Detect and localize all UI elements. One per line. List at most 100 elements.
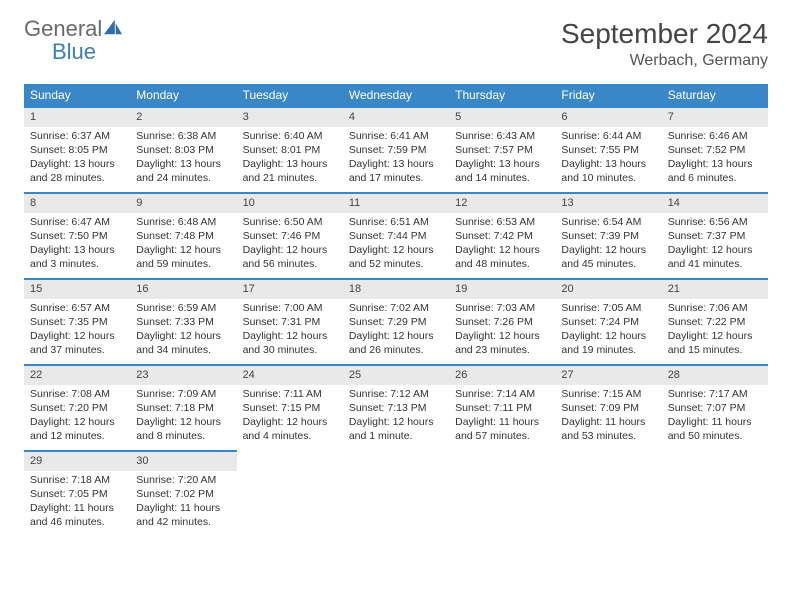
sunset-text: Sunset: 7:29 PM [349, 315, 443, 329]
calendar-cell: 20Sunrise: 7:05 AMSunset: 7:24 PMDayligh… [555, 279, 661, 365]
calendar-cell: 16Sunrise: 6:59 AMSunset: 7:33 PMDayligh… [130, 279, 236, 365]
day-body: Sunrise: 7:00 AMSunset: 7:31 PMDaylight:… [237, 299, 343, 362]
day-body: Sunrise: 7:20 AMSunset: 7:02 PMDaylight:… [130, 471, 236, 534]
day-body: Sunrise: 7:18 AMSunset: 7:05 PMDaylight:… [24, 471, 130, 534]
calendar-cell: 1Sunrise: 6:37 AMSunset: 8:05 PMDaylight… [24, 107, 130, 193]
daylight-text: Daylight: 11 hours and 46 minutes. [30, 501, 124, 529]
weekday-header: Monday [130, 84, 236, 107]
calendar-cell: 6Sunrise: 6:44 AMSunset: 7:55 PMDaylight… [555, 107, 661, 193]
day-number: 4 [343, 107, 449, 127]
daylight-text: Daylight: 12 hours and 59 minutes. [136, 243, 230, 271]
sunset-text: Sunset: 7:31 PM [243, 315, 337, 329]
sunrise-text: Sunrise: 7:05 AM [561, 301, 655, 315]
day-body: Sunrise: 6:48 AMSunset: 7:48 PMDaylight:… [130, 213, 236, 276]
brand-text: General Blue [24, 18, 124, 64]
calendar-cell: 8Sunrise: 6:47 AMSunset: 7:50 PMDaylight… [24, 193, 130, 279]
day-body: Sunrise: 7:17 AMSunset: 7:07 PMDaylight:… [662, 385, 768, 448]
day-number: 26 [449, 365, 555, 385]
brand-logo: General Blue [24, 18, 124, 64]
sunrise-text: Sunrise: 6:50 AM [243, 215, 337, 229]
daylight-text: Daylight: 13 hours and 17 minutes. [349, 157, 443, 185]
weekday-header: Friday [555, 84, 661, 107]
sunrise-text: Sunrise: 7:17 AM [668, 387, 762, 401]
calendar-table: Sunday Monday Tuesday Wednesday Thursday… [24, 84, 768, 537]
location-label: Werbach, Germany [561, 52, 768, 70]
brand-blue: Blue [52, 39, 96, 64]
sunrise-text: Sunrise: 6:38 AM [136, 129, 230, 143]
day-body: Sunrise: 7:08 AMSunset: 7:20 PMDaylight:… [24, 385, 130, 448]
sunrise-text: Sunrise: 7:15 AM [561, 387, 655, 401]
daylight-text: Daylight: 12 hours and 23 minutes. [455, 329, 549, 357]
day-number: 15 [24, 279, 130, 299]
weekday-header: Wednesday [343, 84, 449, 107]
day-body: Sunrise: 7:15 AMSunset: 7:09 PMDaylight:… [555, 385, 661, 448]
month-title: September 2024 [561, 18, 768, 50]
daylight-text: Daylight: 13 hours and 10 minutes. [561, 157, 655, 185]
sunrise-text: Sunrise: 6:43 AM [455, 129, 549, 143]
sunset-text: Sunset: 7:15 PM [243, 401, 337, 415]
daylight-text: Daylight: 12 hours and 26 minutes. [349, 329, 443, 357]
sunrise-text: Sunrise: 7:02 AM [349, 301, 443, 315]
sunset-text: Sunset: 7:48 PM [136, 229, 230, 243]
day-body: Sunrise: 7:12 AMSunset: 7:13 PMDaylight:… [343, 385, 449, 448]
calendar-cell: 3Sunrise: 6:40 AMSunset: 8:01 PMDaylight… [237, 107, 343, 193]
calendar-week-row: 1Sunrise: 6:37 AMSunset: 8:05 PMDaylight… [24, 107, 768, 193]
day-number: 22 [24, 365, 130, 385]
weekday-header: Saturday [662, 84, 768, 107]
sunrise-text: Sunrise: 7:11 AM [243, 387, 337, 401]
calendar-cell [662, 451, 768, 537]
calendar-cell: 2Sunrise: 6:38 AMSunset: 8:03 PMDaylight… [130, 107, 236, 193]
day-number: 2 [130, 107, 236, 127]
daylight-text: Daylight: 12 hours and 56 minutes. [243, 243, 337, 271]
day-number: 25 [343, 365, 449, 385]
daylight-text: Daylight: 12 hours and 30 minutes. [243, 329, 337, 357]
daylight-text: Daylight: 12 hours and 34 minutes. [136, 329, 230, 357]
calendar-cell: 4Sunrise: 6:41 AMSunset: 7:59 PMDaylight… [343, 107, 449, 193]
title-block: September 2024 Werbach, Germany [561, 18, 768, 70]
sunset-text: Sunset: 7:46 PM [243, 229, 337, 243]
day-number: 3 [237, 107, 343, 127]
calendar-cell: 9Sunrise: 6:48 AMSunset: 7:48 PMDaylight… [130, 193, 236, 279]
calendar-cell: 11Sunrise: 6:51 AMSunset: 7:44 PMDayligh… [343, 193, 449, 279]
calendar-cell: 13Sunrise: 6:54 AMSunset: 7:39 PMDayligh… [555, 193, 661, 279]
day-body: Sunrise: 7:02 AMSunset: 7:29 PMDaylight:… [343, 299, 449, 362]
daylight-text: Daylight: 12 hours and 19 minutes. [561, 329, 655, 357]
calendar-cell: 7Sunrise: 6:46 AMSunset: 7:52 PMDaylight… [662, 107, 768, 193]
calendar-cell: 25Sunrise: 7:12 AMSunset: 7:13 PMDayligh… [343, 365, 449, 451]
sunrise-text: Sunrise: 6:57 AM [30, 301, 124, 315]
calendar-cell [237, 451, 343, 537]
calendar-cell [449, 451, 555, 537]
sunrise-text: Sunrise: 6:51 AM [349, 215, 443, 229]
day-number: 24 [237, 365, 343, 385]
day-body: Sunrise: 6:54 AMSunset: 7:39 PMDaylight:… [555, 213, 661, 276]
daylight-text: Daylight: 11 hours and 42 minutes. [136, 501, 230, 529]
day-body: Sunrise: 7:05 AMSunset: 7:24 PMDaylight:… [555, 299, 661, 362]
sunset-text: Sunset: 7:07 PM [668, 401, 762, 415]
weekday-header: Sunday [24, 84, 130, 107]
calendar-week-row: 8Sunrise: 6:47 AMSunset: 7:50 PMDaylight… [24, 193, 768, 279]
sunrise-text: Sunrise: 6:47 AM [30, 215, 124, 229]
daylight-text: Daylight: 13 hours and 3 minutes. [30, 243, 124, 271]
calendar-cell: 14Sunrise: 6:56 AMSunset: 7:37 PMDayligh… [662, 193, 768, 279]
daylight-text: Daylight: 12 hours and 15 minutes. [668, 329, 762, 357]
sunset-text: Sunset: 7:44 PM [349, 229, 443, 243]
calendar-cell: 12Sunrise: 6:53 AMSunset: 7:42 PMDayligh… [449, 193, 555, 279]
day-number: 7 [662, 107, 768, 127]
sunset-text: Sunset: 7:13 PM [349, 401, 443, 415]
day-body: Sunrise: 7:03 AMSunset: 7:26 PMDaylight:… [449, 299, 555, 362]
day-number: 12 [449, 193, 555, 213]
sunset-text: Sunset: 8:03 PM [136, 143, 230, 157]
calendar-cell [343, 451, 449, 537]
sunrise-text: Sunrise: 6:41 AM [349, 129, 443, 143]
day-number: 20 [555, 279, 661, 299]
day-number: 29 [24, 451, 130, 471]
day-body: Sunrise: 7:11 AMSunset: 7:15 PMDaylight:… [237, 385, 343, 448]
brand-general: General [24, 16, 102, 41]
sunset-text: Sunset: 7:33 PM [136, 315, 230, 329]
daylight-text: Daylight: 13 hours and 14 minutes. [455, 157, 549, 185]
day-number: 21 [662, 279, 768, 299]
day-number: 30 [130, 451, 236, 471]
daylight-text: Daylight: 12 hours and 41 minutes. [668, 243, 762, 271]
daylight-text: Daylight: 12 hours and 45 minutes. [561, 243, 655, 271]
day-number: 1 [24, 107, 130, 127]
